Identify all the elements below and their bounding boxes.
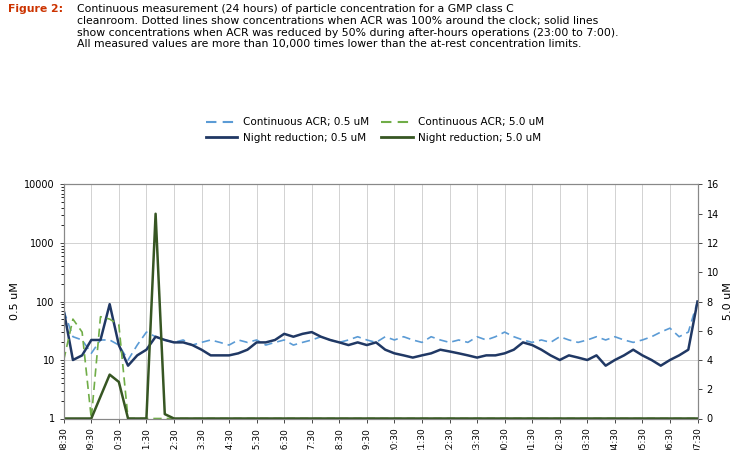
- Y-axis label: 5.0 uM: 5.0 uM: [723, 283, 733, 320]
- Y-axis label: 0.5 uM: 0.5 uM: [10, 283, 20, 320]
- Text: Continuous measurement (24 hours) of particle concentration for a GMP class C
cl: Continuous measurement (24 hours) of par…: [77, 4, 619, 50]
- Legend: Continuous ACR; 0.5 uM, Night reduction; 0.5 uM, Continuous ACR; 5.0 uM, Night r: Continuous ACR; 0.5 uM, Night reduction;…: [202, 113, 548, 147]
- Text: Figure 2:: Figure 2:: [8, 4, 62, 14]
